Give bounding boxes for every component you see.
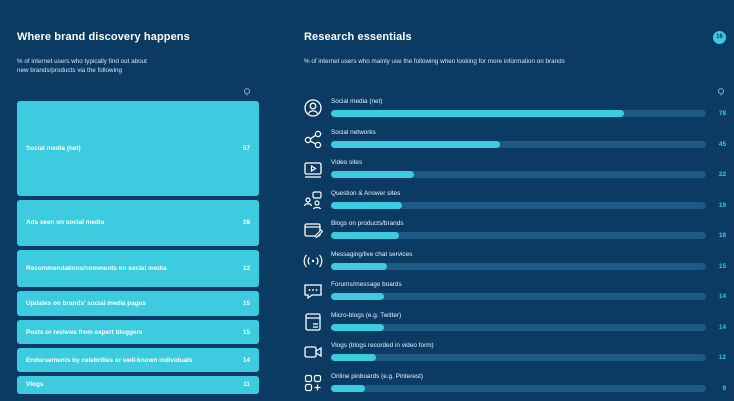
bar-value: 28 [242, 219, 250, 227]
bar-value: 78 [718, 110, 726, 117]
map-pin-icon [717, 88, 725, 96]
bar-label: Recommendations/comments on social media [26, 264, 167, 272]
bar-social-networks [331, 140, 500, 148]
bar-social-media-net: Social media (net) 57 [17, 101, 259, 196]
bar-track [331, 201, 706, 209]
bar-track [331, 140, 706, 148]
row-label-video-sites: Video sites [331, 159, 363, 166]
left-subtitle-line-2: new brands/products via the following [17, 67, 123, 74]
row-label-messaging-live-chat-services: Messaging/live chat services [331, 250, 413, 258]
row-label-online-pinboards-e-g-pinterest: Online pinboards (e.g. Pinterest) [331, 372, 424, 380]
bar-ads-seen-on-social-media: Ads seen on social media 28 [17, 199, 259, 247]
bar-value: 15 [242, 328, 250, 336]
bar-value: 15 [718, 262, 726, 270]
bar-label: Ads seen on social media [26, 219, 105, 227]
bar-value: 9 [722, 384, 726, 392]
bar-track [331, 171, 706, 178]
bar-value: 45 [718, 140, 726, 148]
left-panel-subtitle: % of internet users who typically find o… [17, 57, 147, 75]
page-badge: 16 [713, 31, 726, 44]
bar-micro-blogs-e-g-twitter [331, 323, 384, 331]
row-label-vlogs-blogs-recorded-in-video-form: Vlogs (blogs recorded in video form) [331, 342, 434, 349]
bar-value: 12 [718, 354, 726, 361]
left-subtitle-line-1: % of internet users who typically find o… [17, 58, 147, 65]
bar-value: 18 [718, 232, 726, 239]
bar-track [331, 323, 706, 331]
bar-value: 19 [718, 201, 726, 209]
share-network-icon [304, 130, 322, 148]
bar-value: 57 [242, 144, 250, 152]
bar-messaging-live-chat-services [331, 262, 388, 270]
row-label-social-media-net: Social media (net) [331, 98, 383, 105]
bar-track [331, 384, 706, 392]
bar-track [331, 293, 706, 300]
broadcast-waves-icon [303, 254, 323, 267]
bar-track [331, 262, 706, 270]
bar-label: Vlogs [26, 381, 44, 389]
bar-track [331, 110, 706, 117]
chat-bubble-icon [304, 284, 322, 300]
row-label-question-answer-sites: Question & Answer sites [331, 189, 401, 197]
bar-posts-or-reviews-from-expert-bloggers: Posts or reviews from expert bloggers 15 [17, 319, 259, 345]
bar-vlogs-blogs-recorded-in-video-form [331, 354, 376, 361]
bar-value: 14 [718, 323, 726, 331]
row-label-micro-blogs-e-g-twitter: Micro-blogs (e.g. Twitter) [331, 311, 402, 319]
bar-label: Endorsements by celebrities or well-know… [26, 356, 193, 364]
right-panel-title: Research essentials [304, 31, 412, 43]
bar-value: 14 [718, 293, 726, 300]
person-circle-icon [304, 99, 322, 117]
bar-label: Updates on brands' social media pages [26, 299, 146, 307]
micro-blog-window-icon [305, 312, 321, 331]
bar-blogs-on-products-brands [331, 232, 399, 239]
bar-updates-on-brands-social-media-pages: Updates on brands' social media pages 15 [17, 290, 259, 316]
bar-video-sites [331, 171, 414, 178]
bar-question-answer-sites [331, 201, 403, 209]
video-player-icon [304, 162, 322, 178]
bar-value: 22 [242, 264, 250, 272]
row-label-social-networks: Social networks [331, 128, 376, 136]
left-panel-title: Where brand discovery happens [17, 31, 190, 43]
bar-value: 15 [242, 299, 250, 307]
bar-online-pinboards-e-g-pinterest [331, 384, 365, 392]
bar-endorsements-by-celebrities-or-well-known-individuals: Endorsements by celebrities or well-know… [17, 348, 259, 372]
pinboard-grid-icon [304, 374, 322, 391]
people-question-icon [303, 190, 322, 209]
right-panel-subtitle: % of internet users who mainly use the f… [304, 58, 565, 65]
browser-blog-icon [304, 223, 324, 239]
bar-track [331, 232, 706, 239]
bar-label: Social media (net) [26, 144, 81, 152]
bar-value: 14 [242, 356, 250, 364]
row-label-blogs-on-products-brands: Blogs on products/brands [331, 220, 404, 227]
bar-social-media-net [331, 110, 624, 117]
bar-value: 11 [243, 381, 250, 389]
bar-track [331, 354, 706, 361]
map-pin-icon [243, 88, 251, 96]
video-camera-icon [304, 346, 322, 358]
bar-forums-message-boards [331, 293, 384, 300]
bar-vlogs: Vlogs 11 [17, 375, 259, 394]
bar-recommendations-comments-on-social-media: Recommendations/comments on social media… [17, 250, 259, 287]
bar-label: Posts or reviews from expert bloggers [26, 328, 143, 336]
row-label-forums-message-boards: Forums/message boards [331, 281, 402, 288]
bar-value: 22 [718, 171, 726, 178]
